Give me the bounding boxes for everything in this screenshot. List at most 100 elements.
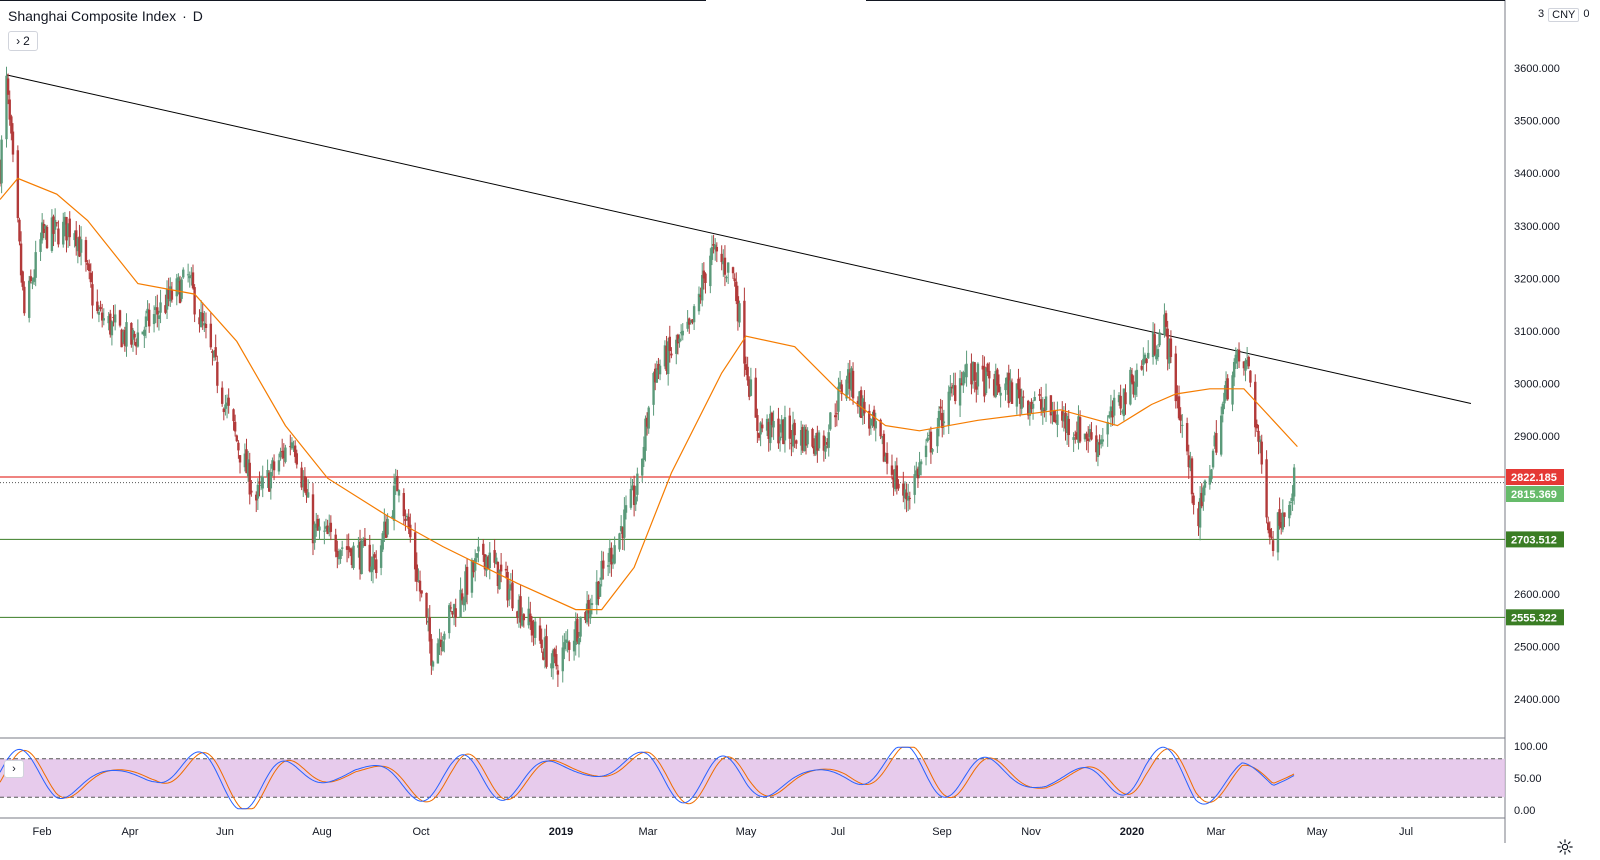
candle-body — [542, 651, 545, 660]
candle-body — [555, 654, 558, 667]
time-tick-label: 2020 — [1120, 826, 1144, 838]
candle-body — [169, 286, 172, 302]
candle-body — [1015, 383, 1019, 407]
candle-body — [1177, 396, 1181, 419]
candle-body — [125, 322, 128, 347]
candle-body — [668, 336, 671, 352]
candle-body — [328, 527, 331, 533]
candle-body — [846, 369, 850, 384]
candle-body — [243, 453, 247, 468]
stoch-tick-label: 0.00 — [1514, 805, 1535, 817]
candle-body — [748, 379, 751, 397]
candle-body — [1169, 338, 1173, 357]
candle-body — [1153, 334, 1156, 355]
candle-body — [1027, 400, 1030, 416]
gear-icon[interactable] — [1556, 838, 1574, 856]
candle-body — [533, 621, 537, 638]
candle-body — [425, 592, 428, 618]
stoch-legend-toggle[interactable]: › — [4, 760, 24, 778]
candle-body — [465, 566, 469, 595]
candle-body — [769, 413, 772, 444]
candle-body — [1197, 508, 1200, 527]
candle-body — [1237, 349, 1241, 362]
candle-body — [31, 282, 34, 284]
candle-body — [568, 642, 571, 650]
candle-body — [1265, 459, 1268, 518]
candle-body — [1202, 487, 1205, 502]
candle-body — [45, 226, 49, 249]
candle-body — [436, 643, 440, 664]
candle-body — [167, 289, 170, 299]
candle-body — [306, 492, 310, 498]
candle-body — [485, 556, 488, 571]
candle-body — [136, 332, 140, 347]
moving-average-line[interactable] — [0, 177, 1298, 611]
candle-body — [1030, 401, 1033, 410]
candle-body — [175, 278, 178, 297]
candle-body — [538, 625, 542, 641]
candle-body — [1278, 509, 1281, 526]
candle-body — [170, 289, 174, 300]
candle-body — [1267, 522, 1270, 531]
candle-body — [928, 435, 931, 437]
candle-body — [799, 429, 803, 446]
candle-body — [227, 397, 230, 406]
candle-body — [350, 548, 354, 566]
candle-body — [744, 364, 748, 370]
candle-body — [517, 599, 521, 617]
candle-body — [1198, 498, 1202, 528]
currency-button[interactable]: CNY — [1548, 8, 1580, 22]
candle-body — [1288, 505, 1291, 519]
candle-body — [858, 391, 861, 408]
candle-body — [859, 390, 863, 418]
candle-body — [204, 323, 208, 328]
price-tick-label: 3600.000 — [1514, 63, 1560, 75]
time-tick-label: Sep — [932, 826, 952, 838]
candle-body — [869, 418, 873, 426]
candle-body — [835, 413, 839, 415]
candle-body — [1140, 365, 1143, 370]
candle-body — [302, 480, 305, 487]
candle-body — [504, 568, 508, 571]
candle-body — [32, 277, 36, 282]
candle-body — [477, 546, 480, 552]
candle-body — [561, 647, 564, 672]
candle-body — [1038, 394, 1041, 396]
trendline[interactable] — [6, 74, 1472, 404]
price-tick-label: 2400.000 — [1514, 694, 1560, 706]
candle-body — [349, 548, 352, 553]
candle-body — [130, 322, 133, 345]
candle-body — [895, 465, 899, 489]
candle-body — [1203, 480, 1207, 488]
interval-label[interactable]: D — [192, 8, 203, 24]
candle-body — [863, 401, 866, 414]
candle-body — [86, 263, 89, 265]
price-tag — [1506, 469, 1564, 486]
candle-body — [16, 150, 20, 219]
candle-body — [850, 368, 853, 391]
candle-body — [464, 571, 467, 603]
candle-body — [952, 384, 955, 389]
candle-body — [954, 385, 957, 402]
candle-body — [1134, 382, 1137, 395]
legend-collapse-button[interactable]: › 2 — [8, 31, 38, 51]
candle-body — [735, 281, 738, 302]
candle-body — [1135, 369, 1139, 387]
candle-body — [981, 365, 984, 370]
candle-body — [53, 219, 57, 230]
candle-body — [915, 470, 918, 476]
candle-body — [62, 221, 65, 245]
candle-body — [486, 556, 490, 569]
candle-body — [233, 421, 237, 432]
candle-body — [837, 386, 840, 412]
candle-body — [5, 75, 8, 140]
candle-body — [817, 432, 821, 449]
candle-body — [386, 518, 389, 535]
candle-body — [720, 253, 723, 263]
price-tick-label: 3000.000 — [1514, 379, 1560, 391]
candle-body — [165, 288, 169, 310]
candle-body — [884, 456, 887, 462]
candle-body — [699, 295, 702, 298]
candle-body — [148, 309, 151, 327]
